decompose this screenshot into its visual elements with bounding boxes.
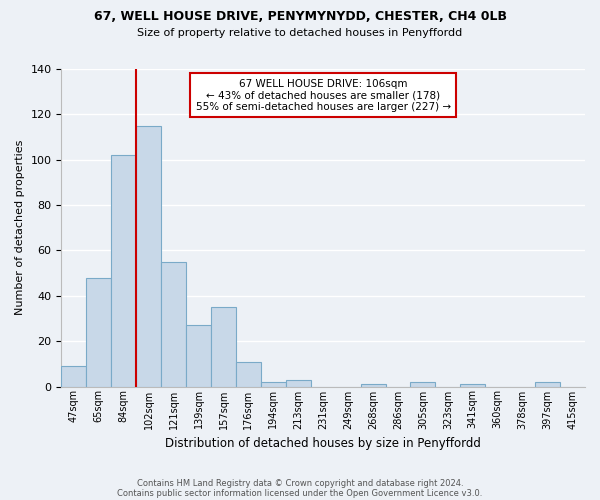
Bar xyxy=(111,155,136,386)
Text: Contains public sector information licensed under the Open Government Licence v3: Contains public sector information licen… xyxy=(118,488,482,498)
Bar xyxy=(261,382,286,386)
Text: 67 WELL HOUSE DRIVE: 106sqm
← 43% of detached houses are smaller (178)
55% of se: 67 WELL HOUSE DRIVE: 106sqm ← 43% of det… xyxy=(196,78,451,112)
Text: Contains HM Land Registry data © Crown copyright and database right 2024.: Contains HM Land Registry data © Crown c… xyxy=(137,478,463,488)
Bar xyxy=(86,278,111,386)
Bar xyxy=(236,362,261,386)
Bar xyxy=(161,262,186,386)
Bar xyxy=(410,382,436,386)
Text: Size of property relative to detached houses in Penyffordd: Size of property relative to detached ho… xyxy=(137,28,463,38)
Text: 67, WELL HOUSE DRIVE, PENYMYNYDD, CHESTER, CH4 0LB: 67, WELL HOUSE DRIVE, PENYMYNYDD, CHESTE… xyxy=(94,10,506,23)
Bar xyxy=(361,384,386,386)
X-axis label: Distribution of detached houses by size in Penyffordd: Distribution of detached houses by size … xyxy=(165,437,481,450)
Bar xyxy=(286,380,311,386)
Y-axis label: Number of detached properties: Number of detached properties xyxy=(15,140,25,316)
Bar xyxy=(535,382,560,386)
Bar xyxy=(136,126,161,386)
Bar xyxy=(211,307,236,386)
Bar xyxy=(186,326,211,386)
Bar xyxy=(61,366,86,386)
Bar xyxy=(460,384,485,386)
